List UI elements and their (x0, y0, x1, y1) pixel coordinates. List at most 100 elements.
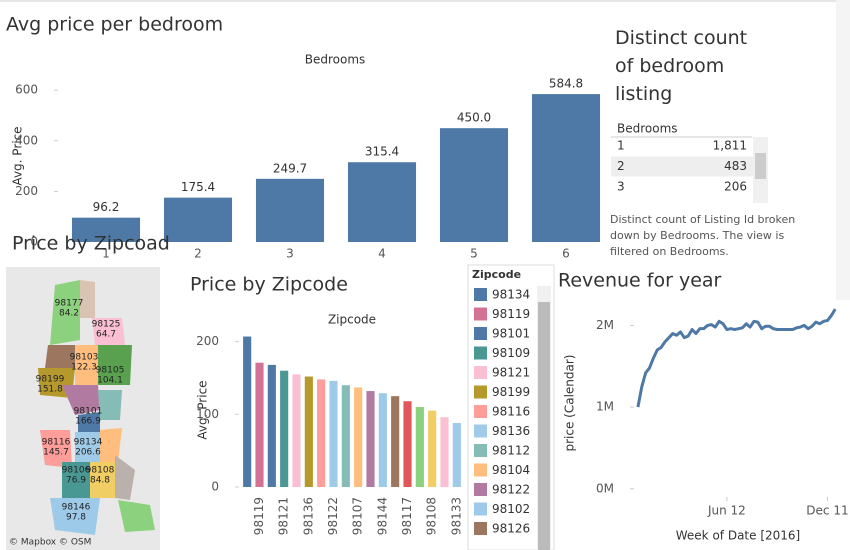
map-region (75, 345, 98, 385)
bar (428, 410, 437, 487)
table-caption: Distinct count of Listing Id broken down… (610, 213, 796, 258)
bar (347, 162, 417, 242)
bar (403, 401, 412, 487)
bar (439, 128, 509, 242)
map-region (62, 462, 90, 498)
legend-label: 98116 (492, 405, 530, 419)
bar (341, 385, 350, 487)
legend-swatch (474, 444, 487, 457)
bar (280, 370, 289, 487)
bar (391, 396, 400, 487)
map-label: 166.9 (75, 417, 101, 427)
legend-swatch (474, 288, 487, 301)
map-label: 98116 (42, 438, 71, 448)
map-label: 97.8 (66, 513, 86, 523)
map-label: 104.1 (97, 376, 123, 386)
map-credit: © Mapbox © OSM (9, 538, 91, 548)
map-label: 98108 (86, 466, 115, 476)
table-cell: 206 (724, 180, 747, 194)
y-tick-label: 100 (196, 407, 219, 421)
chart-title: Price by Zipcode (190, 274, 348, 296)
legend-swatch (474, 463, 487, 477)
map-region (78, 412, 100, 432)
legend-swatch (474, 327, 487, 340)
x-tick-label: 98136 (301, 497, 315, 535)
bar (378, 393, 387, 487)
map-region (40, 430, 72, 468)
y-tick-label: 200 (15, 184, 38, 198)
data-label: 315.4 (365, 145, 399, 159)
bar (366, 391, 375, 487)
legend-label: 98109 (492, 346, 530, 360)
map-region (62, 385, 100, 415)
scrollbar-thumb (755, 153, 766, 179)
legend-swatch (474, 366, 487, 379)
legend-title: Zipcode (472, 268, 521, 281)
bar (255, 362, 264, 487)
x-axis-label: Week of Date [2016] (676, 529, 800, 543)
legend-label: 98121 (492, 366, 530, 380)
legend-label: 98119 (492, 307, 530, 321)
axis-title: Zipcode (328, 313, 376, 327)
x-tick-label: 3 (286, 247, 294, 261)
legend-swatch (474, 346, 487, 360)
x-tick-label: 4 (378, 247, 386, 261)
legend-label: 98112 (492, 444, 530, 458)
line (636, 308, 837, 408)
map-label: 76.9 (66, 476, 86, 486)
y-axis-label: Avg. Price (196, 380, 210, 439)
map-label: 98101 (74, 407, 103, 417)
x-tick-label: 98133 (449, 497, 463, 535)
legend-swatch (474, 522, 487, 535)
y-axis-label: Avg. Price (11, 126, 25, 185)
y-tick-label: 400 (15, 133, 38, 147)
bar (317, 379, 326, 487)
map-label: 98105 (96, 366, 125, 376)
table-title: Distinct count of bedroom listing (615, 27, 748, 105)
bar (255, 178, 325, 242)
bar (304, 376, 313, 487)
legend-label: 98101 (492, 327, 530, 341)
table-cell: 1 (617, 139, 625, 153)
data-label: 175.4 (181, 180, 215, 194)
legend-label: 98122 (492, 483, 530, 497)
map-label: 151.8 (37, 385, 63, 395)
map-region (45, 345, 75, 368)
bar (71, 217, 141, 242)
map-title: Price by Zipcoad (12, 233, 170, 255)
map-region (50, 498, 100, 535)
map-region (100, 428, 122, 462)
bar (243, 336, 252, 487)
legend-swatch (474, 424, 487, 438)
legend-label: 98136 (492, 424, 530, 438)
scrollbar-thumb (538, 302, 550, 550)
table-cell: 3 (617, 180, 625, 194)
x-tick-label: Jun 12 (707, 504, 746, 518)
table-header: Bedrooms (617, 122, 678, 136)
map-label: 84.8 (90, 476, 110, 486)
y-tick-label: 0M (596, 481, 614, 495)
map-label: 98134 (74, 438, 103, 448)
map-label: 98199 (36, 375, 65, 385)
bar (440, 417, 449, 487)
x-tick-label: 5 (470, 247, 478, 261)
x-tick-label: 6 (562, 247, 570, 261)
data-label: 584.8 (549, 77, 583, 91)
y-tick-label: 200 (196, 334, 219, 348)
x-tick-label: 2 (194, 247, 202, 261)
x-tick-label: 98107 (351, 497, 365, 535)
legend-label: 98199 (492, 385, 530, 399)
bar (415, 407, 424, 487)
map (6, 267, 160, 550)
chart-title: Avg price per bedroom (6, 14, 223, 36)
map-region (98, 345, 132, 385)
side-panel (836, 0, 850, 300)
legend-swatch (474, 307, 487, 321)
map-label: 98125 (92, 320, 121, 330)
y-tick-label: 2M (596, 318, 614, 332)
x-tick-label: 98119 (252, 497, 266, 535)
map-label: 64.7 (96, 330, 116, 340)
table-cell: 2 (617, 159, 625, 173)
